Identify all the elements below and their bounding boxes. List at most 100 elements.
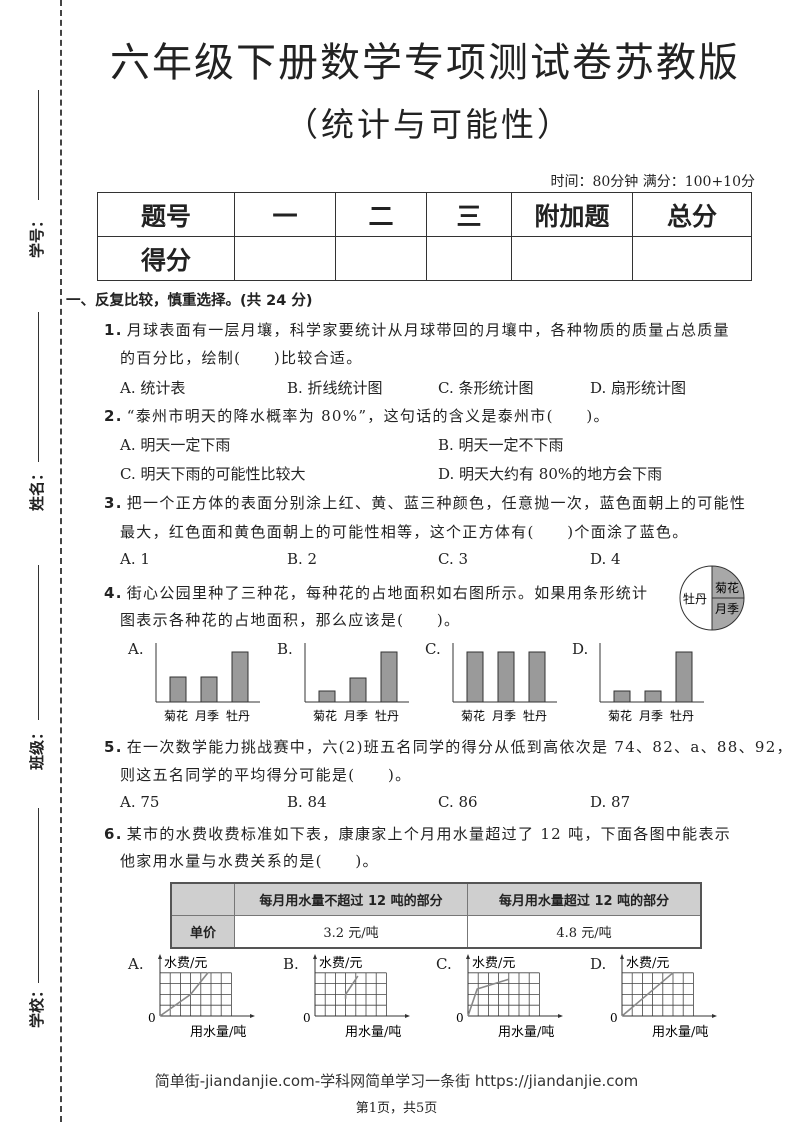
bar-category-label: 菊花	[608, 708, 632, 723]
score-cell[interactable]	[511, 236, 633, 281]
option-d[interactable]: D. 87	[590, 793, 631, 811]
option-b[interactable]: B. 折线统计图	[287, 379, 383, 397]
bar-chart-option-b: 菊花 月季 牡丹	[304, 643, 409, 723]
option-a[interactable]: A.	[128, 955, 144, 973]
bar-category-label: 菊花	[461, 708, 485, 723]
fee-value: 3.2 元/吨	[234, 915, 468, 949]
question-number: 2.	[104, 407, 123, 425]
bar-category-label: 菊花	[313, 708, 337, 723]
option-a[interactable]: A. 75	[120, 793, 160, 811]
pie-slice-mudan	[679, 565, 713, 631]
question-number: 3.	[104, 494, 123, 512]
student-id-line	[38, 90, 39, 200]
question-4-line: 4. 街心公园里种了三种花，每种花的占地面积如右图所示。如果用条形统计	[104, 582, 648, 603]
flower-pie-chart: 牡丹 菊花 月季	[679, 565, 745, 631]
question-text: 月球表面有一层月壤，科学家要统计从月球带回的月壤中，各种物质的质量占总质量	[126, 321, 730, 339]
school-line	[38, 808, 39, 983]
option-a[interactable]: A. 1	[120, 550, 150, 568]
bar-category-label: 月季	[492, 709, 516, 723]
school-label: 学校：	[28, 982, 47, 1029]
score-cell[interactable]	[632, 236, 752, 281]
option-d[interactable]: D.	[590, 955, 607, 973]
page-number: 第1页，共5页	[355, 1101, 438, 1116]
line-graph-option-c: 水费/元 0 用水量/吨	[456, 954, 563, 1040]
question-1-line: 1. 月球表面有一层月壤，科学家要统计从月球带回的月壤中，各种物质的质量占总质量	[104, 319, 730, 340]
x-axis-label: 用水量/吨	[498, 1025, 554, 1040]
bar	[200, 676, 218, 703]
option-b[interactable]: B. 84	[287, 793, 327, 811]
exam-meta: 时间：80分钟 满分：100+10分	[550, 174, 755, 190]
bar	[613, 690, 631, 703]
option-a[interactable]: A.	[128, 640, 144, 658]
option-a[interactable]: A. 统计表	[120, 379, 186, 397]
score-table: 题号 一 二 三 附加题 总分 得分	[97, 192, 752, 281]
question-number: 5.	[104, 738, 123, 756]
score-header: 总分	[632, 192, 752, 237]
bar	[497, 651, 515, 703]
score-header: 题号	[97, 192, 235, 237]
bar	[466, 651, 484, 703]
bar-chart-option-d: 菊花 月季 牡丹	[599, 643, 704, 723]
score-cell[interactable]	[426, 236, 512, 281]
option-c[interactable]: C.	[436, 955, 452, 973]
bar	[528, 651, 546, 703]
question-number: 4.	[104, 584, 123, 602]
score-header: 附加题	[511, 192, 633, 237]
score-cell[interactable]	[335, 236, 427, 281]
option-d[interactable]: D. 明天大约有 80%的地方会下雨	[438, 465, 663, 483]
score-header: 三	[426, 192, 512, 237]
footer-site[interactable]: 简单街-jiandanjie.com-学科网简单学习一条街 https://ji…	[154, 1072, 639, 1090]
question-text: 他家用水量与水费关系的是( )。	[120, 852, 379, 870]
question-5-line: 5. 在一次数学能力挑战赛中，六(2)班五名同学的得分从低到高依次是 74、82、…	[104, 736, 793, 757]
question-text: 某市的水费收费标准如下表，康康家上个月用水量超过了 12 吨，下面各图中能表示	[126, 825, 732, 843]
option-b[interactable]: B. 明天一定不下雨	[438, 436, 564, 454]
question-number: 6.	[104, 825, 123, 843]
origin-label: 0	[610, 1011, 618, 1025]
bar-chart-option-a: 菊花 月季 牡丹	[155, 643, 260, 723]
y-axis-label: 水费/元	[319, 956, 362, 971]
question-text: 的百分比，绘制( )比较合适。	[120, 349, 363, 367]
class-label: 班级：	[28, 724, 47, 771]
bar	[318, 690, 336, 703]
y-axis-label: 水费/元	[164, 956, 207, 971]
bar	[380, 651, 398, 703]
question-text: 街心公园里种了三种花，每种花的占地面积如右图所示。如果用条形统计	[126, 584, 649, 602]
option-a[interactable]: A. 明天一定下雨	[120, 436, 231, 454]
score-header: 一	[234, 192, 336, 237]
bar	[231, 651, 249, 703]
name-line	[38, 312, 39, 462]
y-axis-label: 水费/元	[472, 956, 515, 971]
bar-category-label: 牡丹	[523, 708, 547, 723]
option-d[interactable]: D.	[572, 640, 589, 658]
name-label: 姓名：	[28, 465, 47, 512]
pie-label: 月季	[715, 602, 739, 616]
option-c[interactable]: C. 条形统计图	[438, 379, 534, 397]
section-heading: 一、反复比较，慎重选择。(共 24 分)	[66, 293, 313, 309]
bar-chart-option-c: 菊花 月季 牡丹	[452, 643, 557, 723]
bar	[349, 677, 367, 703]
score-cell[interactable]	[234, 236, 336, 281]
student-id-label: 学号：	[28, 212, 47, 259]
option-c[interactable]: C. 3	[438, 550, 469, 568]
option-b[interactable]: B.	[277, 640, 293, 658]
bar	[169, 676, 187, 703]
score-header: 二	[335, 192, 427, 237]
option-b[interactable]: B. 2	[287, 550, 318, 568]
bar-category-label: 牡丹	[226, 708, 250, 723]
bar-category-label: 月季	[639, 709, 663, 723]
option-c[interactable]: C. 86	[438, 793, 478, 811]
line-graph-option-d: 水费/元 0 用水量/吨	[610, 954, 717, 1040]
option-b[interactable]: B.	[283, 955, 299, 973]
option-c[interactable]: C.	[425, 640, 441, 658]
bar-category-label: 牡丹	[375, 708, 399, 723]
option-c[interactable]: C. 明天下雨的可能性比较大	[120, 465, 306, 483]
fee-row-label: 单价	[170, 915, 235, 949]
question-3-line: 3. 把一个正方体的表面分别涂上红、黄、蓝三种颜色，任意抛一次，蓝色面朝上的可能性	[104, 492, 746, 513]
bar-category-label: 月季	[344, 709, 368, 723]
option-d[interactable]: D. 扇形统计图	[590, 379, 687, 397]
fee-line	[467, 978, 510, 1017]
x-axis-label: 用水量/吨	[652, 1025, 708, 1040]
option-d[interactable]: D. 4	[590, 550, 621, 568]
pie-label: 菊花	[715, 580, 739, 595]
bar	[675, 651, 693, 703]
